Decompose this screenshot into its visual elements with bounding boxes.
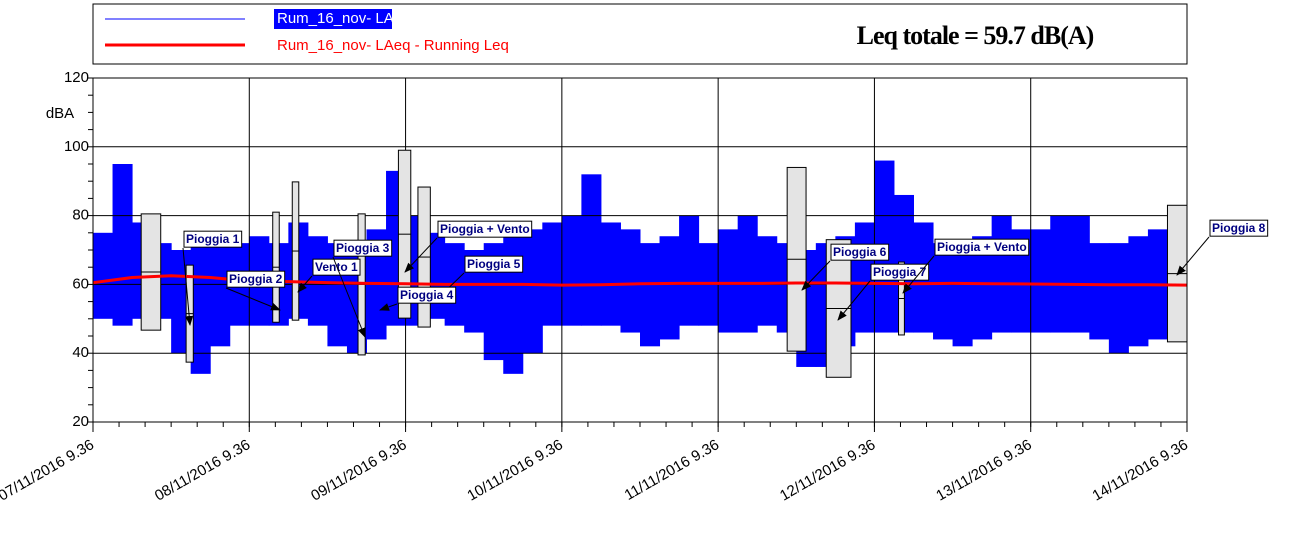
annotation-label: Pioggia + Vento xyxy=(440,222,530,236)
annotation-label: Pioggia 1 xyxy=(186,232,240,246)
annotation-label: Pioggia 8 xyxy=(1212,221,1266,235)
laeq-band xyxy=(972,236,993,340)
laeq-band xyxy=(659,236,680,340)
y-tick-label: 80 xyxy=(72,207,89,224)
annotation-arrow xyxy=(404,237,438,273)
annotation-box xyxy=(830,243,890,261)
annotation-box xyxy=(464,255,524,273)
annotation-arrow xyxy=(379,303,398,311)
laeq-band xyxy=(679,215,700,326)
x-tick-label: 14/11/2016 9.36 xyxy=(1090,436,1191,504)
annotation-arrow xyxy=(182,247,194,326)
x-tick-label: 07/11/2016 9.36 xyxy=(0,436,97,504)
laeq-band xyxy=(327,243,348,347)
laeq-band xyxy=(933,243,954,340)
plot-border xyxy=(92,77,1188,423)
annotation-label: Pioggia 4 xyxy=(400,288,454,302)
laeq-band xyxy=(112,164,133,326)
laeq-band xyxy=(1069,215,1090,333)
annotation-box xyxy=(397,286,457,304)
laeq-band xyxy=(1128,236,1149,347)
laeq-band xyxy=(991,215,1012,333)
annotation-label: Pioggia + Vento xyxy=(937,240,1027,254)
laeq-band xyxy=(561,215,582,326)
x-tick-label: 08/11/2016 9.36 xyxy=(152,436,253,504)
annotation-label: Pioggia 6 xyxy=(833,245,887,259)
annotation-arrow xyxy=(297,275,313,293)
laeq-band xyxy=(952,243,973,347)
laeq-band xyxy=(1030,229,1051,333)
y-tick-label: 100 xyxy=(64,138,89,155)
legend-label: Rum_16_nov- LAeq xyxy=(277,10,410,27)
annotation-box xyxy=(870,263,930,281)
laeq-band xyxy=(640,243,661,347)
annotation-box xyxy=(226,270,286,288)
annotation-box xyxy=(934,238,1030,256)
annotation-label: Pioggia 7 xyxy=(873,265,927,279)
y-tick-label: 40 xyxy=(72,344,89,361)
x-tick-label: 12/11/2016 9.36 xyxy=(777,436,878,504)
laeq-band xyxy=(718,229,739,333)
y-axis-label: dBA xyxy=(46,105,74,122)
annotation-label: Pioggia 2 xyxy=(229,272,283,286)
annotation-box xyxy=(183,230,243,248)
annotation-box xyxy=(333,239,393,257)
annotation-box xyxy=(312,258,361,276)
laeq-band xyxy=(1089,243,1110,340)
annotation-box xyxy=(1209,219,1269,237)
laeq-band xyxy=(581,174,602,326)
laeq-band xyxy=(522,229,543,354)
y-tick-label: 20 xyxy=(72,413,89,430)
laeq-band xyxy=(737,215,758,333)
x-tick-label: 10/11/2016 9.36 xyxy=(464,436,565,504)
y-tick-label: 60 xyxy=(72,275,89,292)
annotation-box xyxy=(437,220,533,238)
y-tick-label: 120 xyxy=(64,69,89,86)
annotation-arrow xyxy=(902,255,935,294)
annotation-arrow xyxy=(801,260,831,291)
annotation-arrow xyxy=(837,280,871,321)
annotation-arrow xyxy=(225,287,281,311)
laeq-band xyxy=(93,232,114,319)
legend-label: Rum_16_nov- LAeq - Running Leq xyxy=(277,37,509,54)
laeq-band xyxy=(600,222,621,326)
laeq-band xyxy=(210,236,231,347)
annotation-label: Pioggia 3 xyxy=(336,241,390,255)
total-leq: Leq totale = 59.7 dB(A) xyxy=(857,21,1094,50)
laeq-band xyxy=(620,229,641,333)
laeq-band xyxy=(542,222,563,326)
annotation-label: Vento 1 xyxy=(315,260,358,274)
annotation-arrow xyxy=(1176,236,1210,276)
x-tick-label: 13/11/2016 9.36 xyxy=(933,436,1034,504)
laeq-band xyxy=(757,236,778,326)
annotation-label: Pioggia 5 xyxy=(467,257,521,271)
x-tick-label: 11/11/2016 9.36 xyxy=(622,436,722,504)
legend-highlight xyxy=(274,9,392,29)
laeq-band xyxy=(1108,243,1129,354)
annotation-arrow xyxy=(332,256,366,338)
x-tick-label: 09/11/2016 9.36 xyxy=(308,436,409,504)
laeq-band xyxy=(1050,215,1071,333)
